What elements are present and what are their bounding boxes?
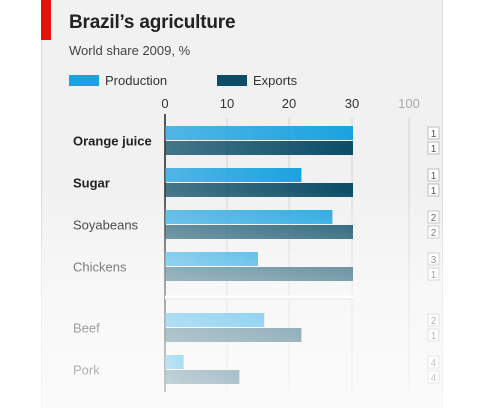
rank-label: 1 <box>431 331 437 342</box>
bar-exports-2 <box>165 225 353 239</box>
rank-box <box>427 141 440 155</box>
rank-label: 1 <box>431 270 437 281</box>
rank-label: 1 <box>431 129 437 140</box>
bar-production-1 <box>165 168 302 182</box>
bar-exports-0 <box>165 141 353 155</box>
legend-label-production: Production <box>105 73 168 88</box>
rank-label: 1 <box>431 186 437 197</box>
category-label-1: Sugar <box>73 176 110 191</box>
x-tick-label-10: 10 <box>220 96 234 111</box>
bar-exports-3 <box>165 267 353 281</box>
category-label-2: Soyabeans <box>73 218 139 233</box>
bar-exports-4 <box>165 328 302 342</box>
bar-production-4 <box>165 313 265 327</box>
category-label-0: Orange juice <box>73 134 152 149</box>
rank-box <box>427 126 440 140</box>
rank-label: 1 <box>431 171 437 182</box>
chart-title: Brazil’s agriculture <box>69 12 236 33</box>
bar-exports-5 <box>165 370 240 384</box>
category-label-3: Chickens <box>73 260 127 275</box>
bar-production-0 <box>165 126 353 140</box>
category-label-4: Beef <box>73 321 100 336</box>
rank-label: 3 <box>431 255 437 266</box>
x-tick-label-20: 20 <box>282 96 296 111</box>
rank-label: 4 <box>431 358 437 369</box>
rank-label: 2 <box>431 228 437 239</box>
bar-exports-1 <box>165 183 353 197</box>
chart-subtitle: World share 2009, % <box>69 43 191 58</box>
rank-label: 4 <box>431 373 437 384</box>
rank-label: 1 <box>431 144 437 155</box>
bar-production-3 <box>165 252 258 266</box>
legend-label-exports: Exports <box>253 73 298 88</box>
category-label-5: Pork <box>73 363 100 378</box>
legend-swatch-exports <box>217 75 247 86</box>
x-tick-label-0: 0 <box>161 96 168 111</box>
legend-swatch-production <box>69 75 99 86</box>
rank-label: 2 <box>431 316 437 327</box>
x-tick-label-100: 100 <box>398 96 420 111</box>
bar-production-2 <box>165 210 333 224</box>
x-tick-label-30: 30 <box>345 96 359 111</box>
brand-red-tag <box>41 0 51 40</box>
rank-label: 2 <box>431 213 437 224</box>
rank-box <box>427 168 440 182</box>
bar-production-5 <box>165 355 184 369</box>
